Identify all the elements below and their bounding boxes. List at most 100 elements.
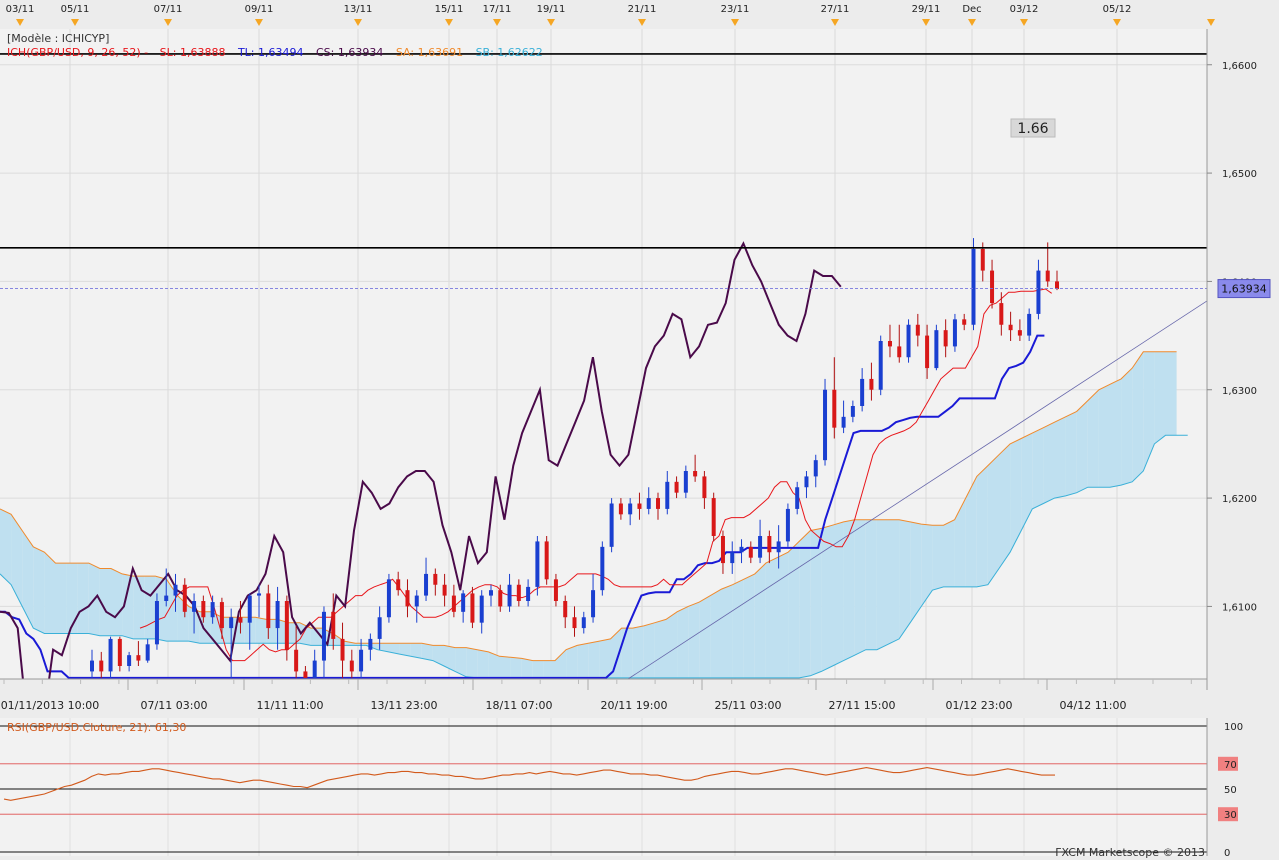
candle-body bbox=[618, 503, 623, 515]
candle-body bbox=[785, 508, 790, 542]
candle-body bbox=[470, 593, 475, 623]
cloud-segment bbox=[1087, 389, 1099, 488]
ichimoku-cloud bbox=[0, 351, 1188, 679]
candle-body bbox=[498, 590, 503, 607]
candle-body bbox=[720, 536, 725, 564]
cs-value: CS: 1,63934 bbox=[316, 46, 383, 59]
candle-body bbox=[219, 602, 224, 629]
candle-body bbox=[451, 595, 456, 612]
candle-body bbox=[127, 655, 132, 666]
candle-body bbox=[730, 552, 735, 564]
top-date-marker bbox=[922, 19, 930, 26]
top-date-label: 15/11 bbox=[435, 4, 464, 15]
price-tag-background bbox=[1217, 279, 1271, 299]
candle-body bbox=[897, 346, 902, 358]
cloud-segment bbox=[1121, 368, 1133, 486]
candle-body bbox=[433, 573, 438, 585]
cloud-segment bbox=[466, 647, 478, 678]
candle-body bbox=[915, 324, 920, 336]
candle-body bbox=[192, 601, 197, 612]
candle-body bbox=[359, 649, 364, 672]
candle-body bbox=[878, 341, 883, 390]
x-tick-label: 01/12 23:00 bbox=[946, 699, 1013, 712]
cloud-segment bbox=[577, 643, 589, 678]
horizontal-lines bbox=[0, 53, 1207, 289]
cloud-segment bbox=[976, 465, 988, 587]
candle-body bbox=[999, 303, 1004, 325]
sl-value: SL: 1,63888 bbox=[160, 46, 226, 59]
candle-body bbox=[247, 595, 252, 623]
candle-body bbox=[869, 378, 874, 390]
kijun-line bbox=[0, 334, 1045, 679]
annotation-background bbox=[1010, 118, 1056, 138]
cloud-segment bbox=[144, 576, 156, 639]
x-tick-label: 20/11 19:00 bbox=[601, 699, 668, 712]
current-price-tag: 1,63934 bbox=[1217, 279, 1271, 299]
cloud-segment bbox=[1110, 378, 1122, 488]
cloud-segment bbox=[455, 647, 467, 677]
candle-body bbox=[887, 341, 892, 347]
top-date-marker bbox=[493, 19, 501, 26]
candle-body bbox=[683, 471, 688, 493]
top-date-marker bbox=[968, 19, 976, 26]
cloud-segment bbox=[133, 576, 145, 639]
candle-body bbox=[173, 584, 178, 596]
cloud-segment bbox=[799, 530, 811, 678]
candle-body bbox=[1017, 330, 1022, 336]
candle-body bbox=[813, 460, 818, 477]
candle-body bbox=[971, 248, 976, 325]
cloud-segment bbox=[1143, 351, 1155, 471]
cloud-segment bbox=[1032, 427, 1044, 509]
cloud-segment bbox=[965, 476, 977, 587]
candle-body bbox=[266, 593, 271, 629]
top-date-label: 17/11 bbox=[483, 4, 512, 15]
candle-body bbox=[516, 584, 521, 601]
top-date-label: 03/12 bbox=[1010, 4, 1039, 15]
cloud-segment bbox=[199, 611, 211, 644]
candle-body bbox=[479, 595, 484, 623]
candle-body bbox=[962, 319, 967, 325]
cloud-segment bbox=[1010, 438, 1022, 553]
candle-body bbox=[1008, 324, 1013, 331]
y-tick-label: 1,6100 bbox=[1222, 602, 1257, 613]
x-tick-label: 27/11 15:00 bbox=[829, 699, 896, 712]
candle-body bbox=[117, 638, 122, 666]
cloud-segment bbox=[1132, 351, 1144, 482]
candle-body bbox=[674, 481, 679, 493]
candle-body bbox=[795, 487, 800, 509]
cloud-segment bbox=[555, 649, 567, 678]
rsi-level-badge bbox=[1218, 807, 1238, 822]
cloud-segment bbox=[432, 645, 444, 666]
cloud-segment bbox=[532, 660, 544, 678]
top-date-marker bbox=[16, 19, 24, 26]
top-date-marker bbox=[831, 19, 839, 26]
cloud-segment bbox=[888, 519, 900, 645]
cloud-segment bbox=[1054, 416, 1066, 499]
candle-body bbox=[832, 389, 837, 428]
top-axis-band bbox=[0, 0, 1279, 29]
candle-body bbox=[572, 617, 577, 629]
candle-body bbox=[349, 660, 354, 672]
trendline bbox=[627, 300, 1207, 679]
annotation-label: 1.66 bbox=[1010, 118, 1056, 138]
indicator-legend: [Modèle : ICHICYP] ICH(GBP/USD, 9, 26, 5… bbox=[7, 32, 543, 59]
candle-body bbox=[748, 546, 753, 558]
candle-body bbox=[1055, 281, 1059, 289]
cloud-segment bbox=[55, 563, 67, 634]
cloud-segment bbox=[488, 651, 500, 678]
cloud-segment bbox=[765, 557, 777, 678]
rsi-tick-label: 100 bbox=[1224, 722, 1243, 733]
candle-body bbox=[702, 476, 707, 499]
top-date-label: 23/11 bbox=[721, 4, 750, 15]
cloud-segment bbox=[444, 645, 456, 672]
candle-body bbox=[154, 601, 159, 645]
candle-body bbox=[284, 601, 289, 650]
cloud-segment bbox=[122, 573, 134, 639]
cloud-segment bbox=[310, 628, 322, 646]
candle-body bbox=[396, 579, 401, 591]
cloud-segment bbox=[921, 524, 933, 607]
candle-body bbox=[377, 617, 382, 639]
chikou-line bbox=[0, 241, 842, 679]
cloud-segment bbox=[876, 519, 888, 650]
candle-body bbox=[591, 590, 596, 618]
